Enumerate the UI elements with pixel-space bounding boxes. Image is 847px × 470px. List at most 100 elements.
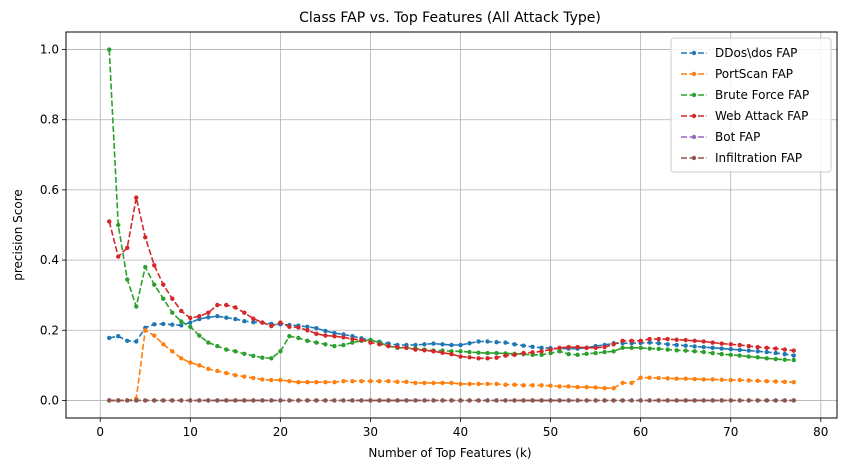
data-point xyxy=(737,342,742,348)
data-point xyxy=(206,340,211,345)
data-point xyxy=(647,375,652,380)
data-point xyxy=(521,350,526,356)
data-point xyxy=(728,352,733,358)
data-point xyxy=(485,339,490,344)
data-point xyxy=(566,351,571,357)
data-point xyxy=(494,340,499,345)
series-5 xyxy=(107,398,796,403)
data-point xyxy=(719,346,724,351)
data-point xyxy=(557,349,562,354)
data-point xyxy=(665,336,670,342)
data-point xyxy=(296,380,301,385)
data-point xyxy=(197,314,202,319)
series-layer xyxy=(107,47,796,403)
data-point xyxy=(134,304,139,309)
data-point xyxy=(224,398,229,403)
data-point xyxy=(647,398,652,403)
data-point xyxy=(701,339,706,344)
data-point xyxy=(107,398,112,403)
x-axis-label: Number of Top Features (k) xyxy=(368,446,531,460)
data-point xyxy=(548,398,553,403)
series-2 xyxy=(107,47,796,363)
data-point xyxy=(305,398,310,403)
data-point xyxy=(197,333,202,338)
data-point xyxy=(368,378,373,384)
data-point xyxy=(755,344,760,350)
data-point xyxy=(719,341,724,346)
data-point xyxy=(728,398,733,403)
y-tick-label: 1.0 xyxy=(40,43,59,57)
data-point xyxy=(692,344,697,349)
data-point xyxy=(548,383,553,388)
data-point xyxy=(269,356,274,361)
data-point xyxy=(710,345,715,351)
data-point xyxy=(584,384,589,390)
data-point xyxy=(386,378,391,384)
data-point xyxy=(737,377,742,383)
data-point xyxy=(152,333,157,338)
data-point xyxy=(665,398,670,403)
data-point xyxy=(332,398,337,403)
data-point xyxy=(773,379,778,384)
data-point xyxy=(476,350,481,355)
data-point xyxy=(485,356,490,361)
data-point xyxy=(764,349,769,355)
data-point xyxy=(251,316,256,321)
data-point xyxy=(611,398,616,403)
data-point xyxy=(215,368,220,374)
data-point xyxy=(224,370,229,376)
data-point xyxy=(458,398,463,403)
data-point xyxy=(314,325,319,331)
data-point xyxy=(791,348,796,353)
data-point xyxy=(458,342,463,348)
data-point xyxy=(323,333,328,338)
data-point xyxy=(350,340,355,345)
data-point xyxy=(629,345,634,351)
data-point xyxy=(377,378,382,384)
data-point xyxy=(755,378,760,384)
data-point xyxy=(125,277,130,282)
data-point xyxy=(269,323,274,329)
data-point xyxy=(782,398,787,403)
data-point xyxy=(179,308,184,314)
data-point xyxy=(170,322,175,327)
data-point xyxy=(395,398,400,403)
data-point xyxy=(683,398,688,403)
data-point xyxy=(530,344,535,349)
data-point xyxy=(467,341,472,346)
data-point xyxy=(332,343,337,349)
data-point xyxy=(206,310,211,315)
data-point xyxy=(422,342,427,347)
data-point xyxy=(530,398,535,403)
data-point xyxy=(467,349,472,355)
data-point xyxy=(350,398,355,403)
data-point xyxy=(179,323,184,328)
x-tick-label: 80 xyxy=(813,425,828,439)
data-point xyxy=(692,398,697,403)
data-point xyxy=(251,353,256,359)
data-point xyxy=(503,340,508,345)
x-tick-label: 30 xyxy=(363,425,378,439)
data-point xyxy=(773,346,778,351)
data-point xyxy=(449,380,454,386)
data-point xyxy=(341,335,346,340)
x-tick-label: 10 xyxy=(183,425,198,439)
data-point xyxy=(719,377,724,382)
data-point xyxy=(404,398,409,403)
y-tick-label: 0.2 xyxy=(40,323,59,337)
data-point xyxy=(593,345,598,351)
series-3 xyxy=(107,195,796,361)
data-point xyxy=(332,334,337,339)
data-point xyxy=(494,398,499,403)
x-tick-label: 20 xyxy=(273,425,288,439)
data-point xyxy=(152,282,157,287)
data-point xyxy=(485,350,490,356)
data-point xyxy=(179,398,184,403)
data-point xyxy=(296,398,301,403)
data-point xyxy=(341,398,346,403)
data-point xyxy=(350,336,355,342)
data-point xyxy=(368,398,373,403)
data-point xyxy=(530,350,535,355)
data-point xyxy=(737,353,742,358)
